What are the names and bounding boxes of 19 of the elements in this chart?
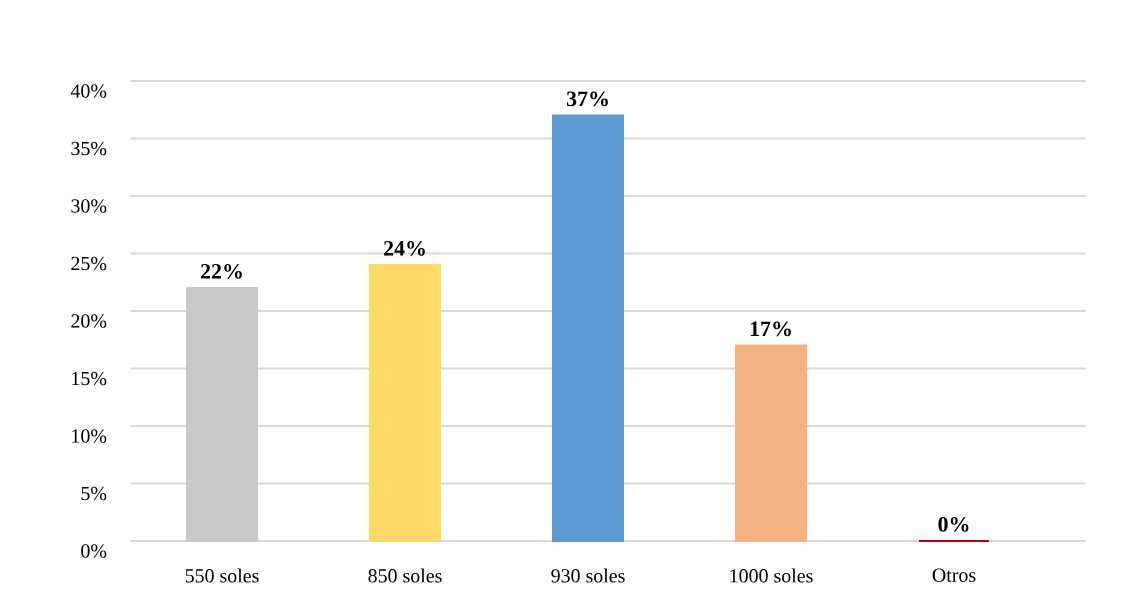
y-tick-label: 35% <box>71 141 107 156</box>
y-tick-label: 0% <box>81 544 107 558</box>
y-tick-label: 40% <box>70 84 107 98</box>
x-tick-label: 550 soles <box>185 568 259 583</box>
y-tick-label: 5% <box>81 486 107 501</box>
data-label: 0% <box>938 516 969 532</box>
y-tick-label: 10% <box>72 429 107 443</box>
x-tick-label: 1000 soles <box>730 568 813 583</box>
y-tick-label: 30% <box>71 199 107 213</box>
data-label: 22% <box>201 263 242 279</box>
x-tick-label: Otros <box>932 568 976 582</box>
y-tick-label: 25% <box>71 256 107 271</box>
data-label: 37% <box>566 91 608 107</box>
data-label: 17% <box>750 321 791 337</box>
x-tick-label: 850 soles <box>368 568 442 583</box>
data-label: 24% <box>384 240 425 256</box>
y-tick-label: 20% <box>71 314 107 328</box>
x-tick-label: 930 soles <box>551 568 625 583</box>
y-tick-label: 15% <box>72 371 107 386</box>
